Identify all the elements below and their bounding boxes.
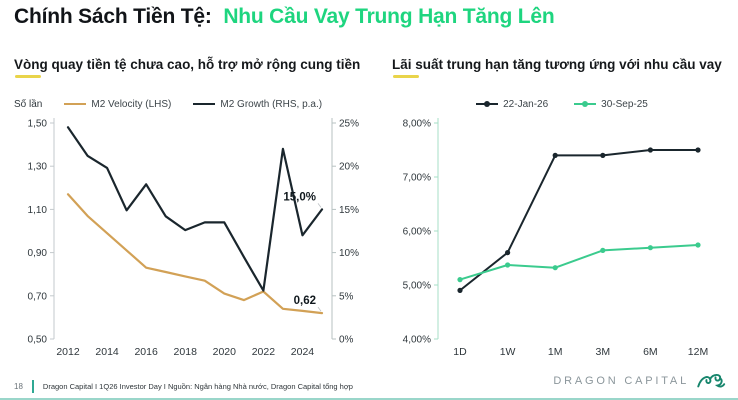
page-title-black: Chính Sách Tiền Tệ: — [14, 5, 212, 28]
svg-text:2012: 2012 — [56, 346, 80, 358]
legend-item-m2-growth: M2 Growth (RHS, p.a.) — [193, 99, 322, 110]
svg-text:2020: 2020 — [213, 346, 237, 358]
svg-text:2018: 2018 — [174, 346, 198, 358]
svg-text:1D: 1D — [453, 346, 467, 358]
svg-text:4,00%: 4,00% — [403, 335, 431, 346]
svg-text:1,30: 1,30 — [28, 162, 48, 173]
svg-text:2016: 2016 — [134, 346, 158, 358]
svg-text:0%: 0% — [339, 335, 354, 346]
page-number: 18 — [14, 382, 23, 391]
legend-item-22-jan-26: 22-Jan-26 — [476, 99, 548, 110]
right-chart-canvas: 8,00% 7,00% 6,00% 5,00% 4,00% 1D 1W 1M 3M 6M 12M — [403, 118, 708, 358]
svg-text:20%: 20% — [339, 162, 359, 173]
source-text: Dragon Capital I 1Q26 Investor Day I Ngu… — [42, 382, 353, 391]
left-chart-canvas: 1,50 1,30 1,10 0,90 0,70 0,50 25% 20% 15% 10% 5% 0%… — [28, 118, 359, 358]
svg-text:0,70: 0,70 — [28, 291, 48, 302]
svg-text:6M: 6M — [643, 346, 658, 358]
left-chart-legend: Số lần M2 Velocity (LHS) M2 Growth (RHS,… — [14, 97, 366, 111]
svg-text:1,10: 1,10 — [28, 205, 48, 216]
svg-text:2022: 2022 — [252, 346, 276, 358]
svg-text:1W: 1W — [500, 346, 516, 358]
subtitle-underline-right — [393, 75, 419, 78]
right-chart-subtitle: Lãi suất trung hạn tăng tương ứng với nh… — [392, 56, 732, 78]
svg-text:0,62: 0,62 — [294, 295, 316, 307]
right-chart-panel: Lãi suất trung hạn tăng tương ứng với nh… — [392, 56, 732, 361]
subtitle-underline-left — [15, 75, 41, 78]
svg-text:25%: 25% — [339, 119, 359, 130]
legend-line-dot-swatch — [574, 101, 597, 107]
svg-text:0,50: 0,50 — [28, 335, 48, 346]
svg-text:2024: 2024 — [291, 346, 315, 358]
svg-text:15%: 15% — [339, 205, 359, 216]
svg-text:3M: 3M — [596, 346, 611, 358]
svg-text:7,00%: 7,00% — [403, 173, 431, 184]
svg-text:5,00%: 5,00% — [403, 281, 431, 292]
left-chart-subtitle: Vòng quay tiền tệ chưa cao, hỗ trợ mở rộ… — [14, 56, 366, 78]
dragon-logo-icon — [697, 374, 726, 388]
legend-line-swatch — [64, 103, 87, 105]
page-title-green: Nhu Cầu Vay Trung Hạn Tăng Lên — [223, 5, 555, 28]
svg-text:1,50: 1,50 — [28, 119, 48, 130]
brand-wordmark: DRAGON CAPITAL — [553, 375, 689, 387]
svg-text:8,00%: 8,00% — [403, 119, 431, 130]
svg-text:12M: 12M — [688, 346, 708, 358]
left-axis-unit-label: Số lần — [14, 98, 43, 110]
brand-logo: DRAGON CAPITAL — [553, 371, 726, 391]
legend-item-30-sep-25: 30-Sep-25 — [574, 99, 648, 110]
svg-text:0,90: 0,90 — [28, 248, 48, 259]
svg-text:2014: 2014 — [95, 346, 119, 358]
svg-text:5%: 5% — [339, 291, 354, 302]
svg-text:1M: 1M — [548, 346, 563, 358]
svg-text:15,0%: 15,0% — [283, 191, 316, 203]
bottom-accent-line — [0, 398, 738, 400]
footer-divider-bar — [31, 380, 34, 393]
page-title: Chính Sách Tiền Tệ: Nhu Cầu Vay Trung Hạ… — [14, 5, 555, 29]
legend-item-m2-velocity: M2 Velocity (LHS) — [64, 99, 171, 110]
left-chart-panel: Vòng quay tiền tệ chưa cao, hỗ trợ mở rộ… — [14, 56, 366, 361]
svg-text:6,00%: 6,00% — [403, 227, 431, 238]
svg-text:10%: 10% — [339, 248, 359, 259]
legend-line-swatch — [193, 103, 216, 105]
chart-columns: Vòng quay tiền tệ chưa cao, hỗ trợ mở rộ… — [14, 56, 732, 361]
footer: 18 Dragon Capital I 1Q26 Investor Day I … — [14, 380, 353, 393]
right-chart-legend: 22-Jan-26 30-Sep-25 — [392, 97, 732, 111]
legend-line-dot-swatch — [476, 101, 499, 107]
